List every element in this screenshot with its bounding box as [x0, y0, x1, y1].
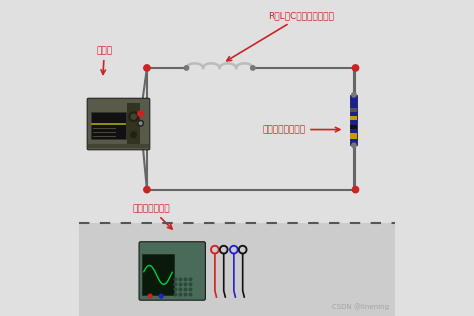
Text: R、L、C元器件放置位置: R、L、C元器件放置位置	[227, 11, 335, 61]
Bar	[350, 116, 357, 120]
Bar	[350, 95, 357, 145]
Circle shape	[174, 293, 177, 296]
Bar	[142, 254, 174, 295]
Bar	[91, 112, 126, 139]
Circle shape	[138, 120, 144, 126]
Circle shape	[179, 288, 182, 291]
Circle shape	[211, 246, 219, 254]
Circle shape	[184, 283, 187, 286]
FancyBboxPatch shape	[139, 242, 205, 300]
Circle shape	[352, 186, 359, 193]
Bar	[350, 108, 357, 112]
Circle shape	[131, 114, 136, 119]
Circle shape	[189, 278, 192, 281]
FancyBboxPatch shape	[87, 98, 150, 150]
Circle shape	[184, 278, 187, 281]
Circle shape	[352, 93, 356, 97]
Bar	[350, 133, 357, 139]
Bar	[128, 103, 140, 145]
Circle shape	[238, 246, 247, 254]
Circle shape	[230, 246, 238, 254]
Circle shape	[189, 288, 192, 291]
Text: CSDN @linening: CSDN @linening	[332, 303, 389, 310]
Circle shape	[174, 278, 177, 281]
Text: 电流测量取样电阻: 电流测量取样电阻	[262, 125, 340, 134]
Circle shape	[179, 278, 182, 281]
Bar	[350, 125, 357, 129]
Circle shape	[179, 283, 182, 286]
Circle shape	[219, 246, 228, 254]
Circle shape	[129, 112, 138, 121]
Circle shape	[184, 288, 187, 291]
Circle shape	[138, 111, 144, 117]
Circle shape	[240, 247, 245, 252]
Circle shape	[189, 283, 192, 286]
Circle shape	[232, 247, 236, 252]
Circle shape	[139, 122, 142, 125]
Circle shape	[352, 65, 359, 71]
Circle shape	[159, 294, 163, 298]
Circle shape	[174, 288, 177, 291]
Circle shape	[213, 247, 217, 252]
Circle shape	[148, 294, 152, 298]
Bar	[79, 223, 395, 316]
Circle shape	[131, 132, 137, 138]
Circle shape	[251, 66, 255, 70]
Circle shape	[184, 66, 189, 70]
Circle shape	[221, 247, 226, 252]
Text: 示波器测量仪表: 示波器测量仪表	[133, 204, 172, 229]
Circle shape	[144, 186, 150, 193]
Circle shape	[174, 283, 177, 286]
Circle shape	[352, 143, 356, 148]
Text: 信号源: 信号源	[96, 46, 112, 74]
Circle shape	[144, 65, 150, 71]
Circle shape	[184, 293, 187, 296]
Circle shape	[179, 293, 182, 296]
Circle shape	[189, 293, 192, 296]
